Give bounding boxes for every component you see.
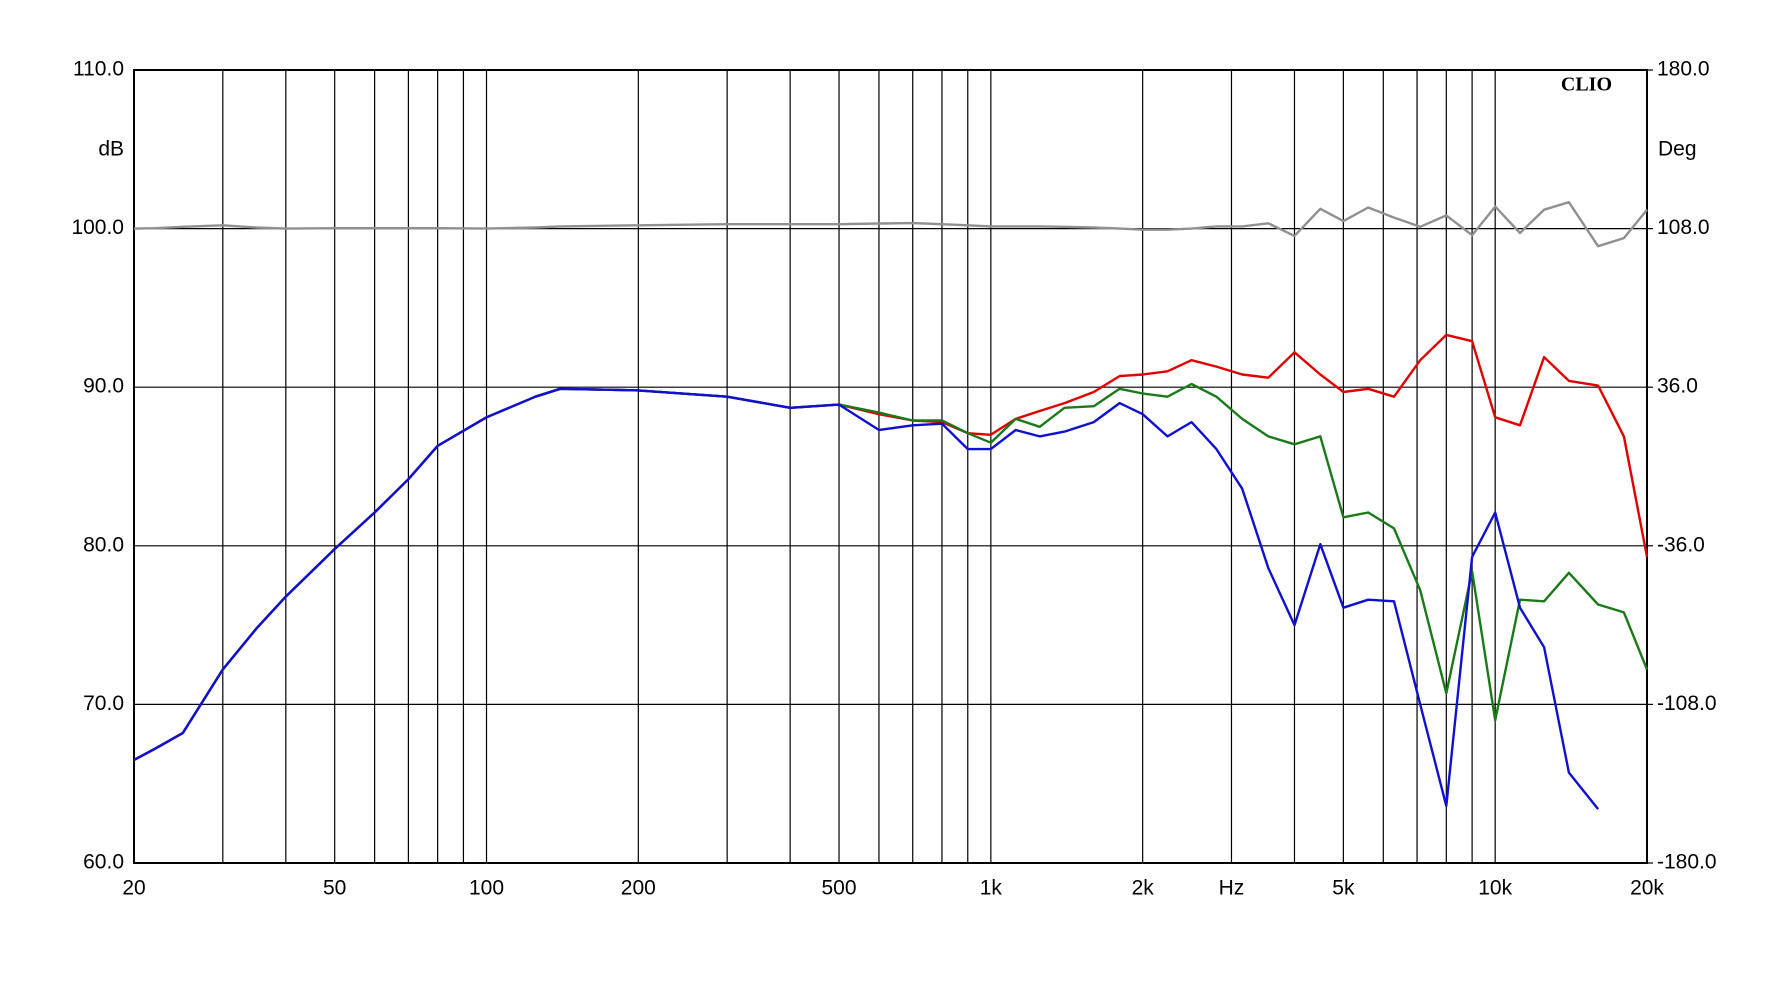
y-tick-label: 90.0 [83,375,124,398]
y-tick-label: 80.0 [83,533,124,556]
y2-axis-label: Deg [1658,138,1697,161]
y2-tick-label: -36.0 [1657,533,1705,556]
series-line [133,387,1600,810]
plot-frame [133,69,1648,864]
x-tick-label: 100 [469,877,504,900]
y-tick-label: 70.0 [83,692,124,715]
y-axis-label: dB [98,138,124,161]
x-tick-label: 5k [1332,877,1355,900]
series-line [133,200,1648,248]
x-tick-label: 20k [1630,877,1664,900]
x-tick-label: 2k [1132,877,1155,900]
x-tick-label: 50 [323,877,346,900]
y-tick-label: 60.0 [83,851,124,874]
x-tick-label: 200 [621,877,656,900]
y-tick-label: 110.0 [73,58,124,81]
y-tick-label: 100.0 [71,216,124,239]
y2-tick-label: 180.0 [1657,58,1710,81]
y2-tick-label: 108.0 [1657,216,1710,239]
annotation: CLIO [1561,74,1612,96]
x-tick-label: 10k [1478,877,1512,900]
y2-tick-label: -108.0 [1657,692,1717,715]
x-tick-label: 20 [122,877,145,900]
x-tick-label: 1k [980,877,1003,900]
x-tick-label: Hz [1219,877,1245,900]
y2-tick-label: -180.0 [1657,851,1717,874]
x-tick-label: 500 [822,877,857,900]
y2-tick-label: 36.0 [1657,375,1698,398]
